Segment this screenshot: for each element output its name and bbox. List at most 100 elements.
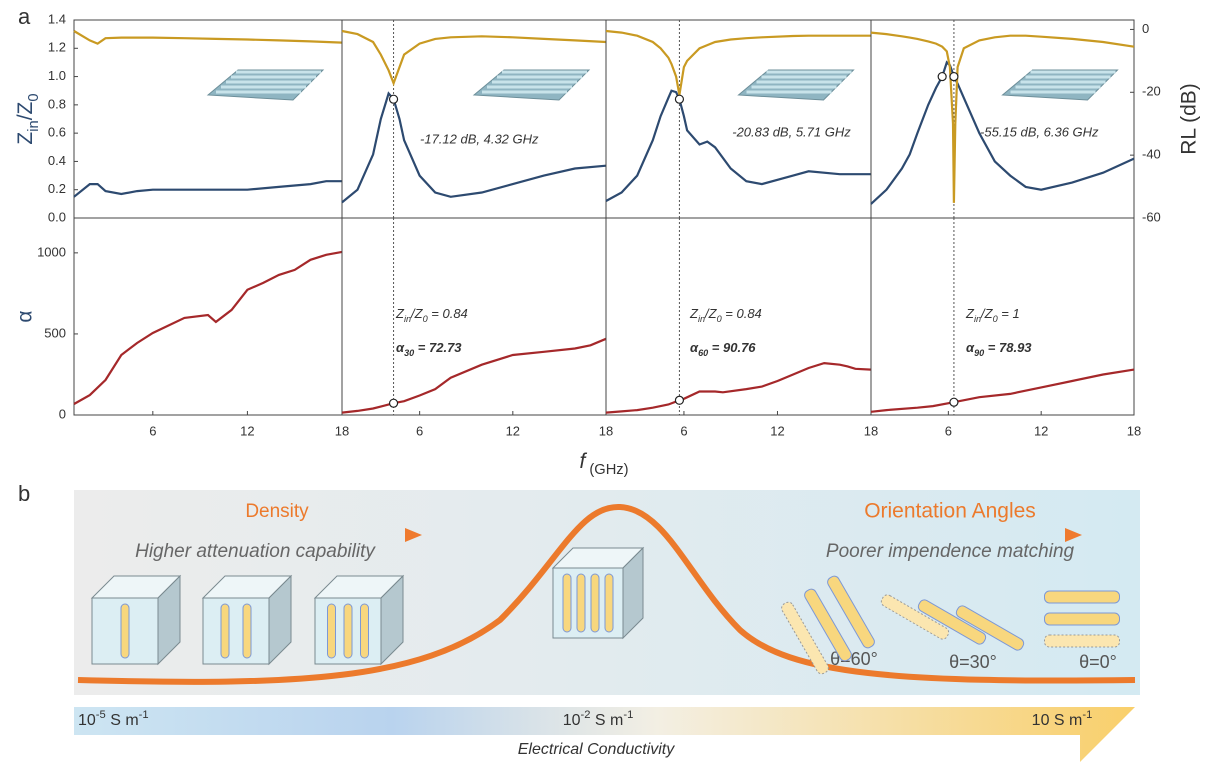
y-tick-label: 1000	[37, 244, 66, 259]
text-part: = 1	[998, 306, 1020, 321]
text-part: /Z	[704, 306, 718, 321]
rod	[576, 573, 586, 633]
rod	[242, 603, 252, 659]
text-part: /Z	[14, 101, 37, 120]
x-tick-label: 6	[945, 423, 952, 438]
diagram-subtitle: Higher attenuation capability	[135, 541, 376, 562]
rod	[327, 603, 336, 659]
scale-title: Electrical Conductivity	[518, 741, 676, 758]
text-part: = 0.84	[428, 306, 468, 321]
annotation: α30 = 72.73	[396, 340, 462, 358]
text-part: f	[579, 450, 587, 473]
y2-tick-label: 0	[1142, 21, 1149, 36]
data-line	[605, 89, 871, 202]
text-part: = 72.73	[414, 340, 462, 355]
text-part: S m	[590, 712, 623, 729]
text-part: /Z	[410, 306, 424, 321]
angle-label: θ=0°	[1079, 652, 1117, 672]
scale-label: 10-5 S m-1	[78, 709, 149, 729]
text-part: /Z	[980, 306, 994, 321]
rod	[781, 601, 829, 675]
panel-frame	[73, 217, 343, 416]
y-tick-label: 0.8	[48, 96, 66, 111]
text-part: in	[698, 314, 705, 324]
y-tick-label: 0	[59, 406, 66, 421]
rod	[590, 573, 600, 633]
annotation: -20.83 dB, 5.71 GHz	[732, 124, 851, 139]
point-marker	[949, 397, 959, 407]
rod	[955, 605, 1025, 651]
y-tick-label: 500	[44, 325, 66, 340]
x-axis-label: f (GHz)	[579, 450, 628, 478]
rod	[827, 575, 875, 649]
rod	[880, 594, 950, 640]
annotation: α90 = 78.93	[966, 340, 1032, 358]
rod	[1044, 612, 1120, 626]
y2-tick-label: -20	[1142, 84, 1161, 99]
x-tick-label: 18	[599, 423, 613, 438]
y2-tick-label: -60	[1142, 209, 1161, 224]
x-tick-label: 6	[416, 423, 423, 438]
text-part: in	[26, 120, 42, 131]
point-marker	[674, 94, 685, 104]
text-part: 90	[974, 348, 984, 358]
rod	[343, 603, 353, 659]
data-line	[73, 250, 343, 405]
scale-label: 10 S m-1	[1032, 709, 1093, 729]
rod	[360, 603, 369, 659]
rod	[562, 573, 572, 633]
y2-tick-label: -40	[1142, 147, 1161, 162]
text-part: Z	[395, 306, 405, 321]
text-part: 0	[423, 314, 428, 324]
text-part: in	[974, 314, 981, 324]
bell-curve	[77, 503, 1136, 685]
annotation: -55.15 dB, 6.36 GHz	[980, 124, 1099, 139]
data-line	[341, 337, 607, 414]
y-axis-label: Zin/Z0	[14, 93, 42, 144]
x-tick-label: 12	[240, 423, 254, 438]
data-line	[73, 180, 342, 198]
rod	[220, 603, 230, 659]
text-part: Z	[14, 132, 37, 145]
point-marker	[388, 94, 399, 104]
text-part: (GHz)	[585, 462, 628, 478]
text-part: 0	[993, 314, 998, 324]
text-part: α	[966, 340, 975, 355]
text-part: α	[690, 340, 699, 355]
data-line	[341, 91, 607, 204]
text-part: 30	[404, 348, 414, 358]
text-part: 60	[698, 348, 708, 358]
y-tick-label: 0.4	[48, 153, 66, 168]
data-line	[605, 29, 871, 96]
annotation: -17.12 dB, 4.32 GHz	[420, 131, 539, 146]
point-marker	[388, 398, 399, 408]
text-part: 0	[26, 93, 42, 101]
x-tick-label: 18	[335, 423, 349, 438]
angle-label: θ=30°	[949, 652, 997, 672]
diagram: Density Higher attenuation capability Or…	[74, 490, 1140, 762]
conductivity-bar	[74, 707, 1135, 762]
panel-frame	[870, 217, 1135, 416]
y-tick-label: 0.0	[48, 209, 66, 224]
x-tick-label: 18	[864, 423, 878, 438]
point-marker	[949, 71, 959, 82]
text-part: 0	[717, 314, 722, 324]
text-part: = 90.76	[708, 340, 756, 355]
diagram-title: Density	[245, 501, 309, 522]
arrow-head	[405, 528, 422, 542]
x-tick-label: 12	[770, 423, 784, 438]
panel-frame	[870, 19, 1135, 219]
panel-frame	[605, 19, 872, 219]
text-part: α	[396, 340, 405, 355]
diagram-title: Orientation Angles	[864, 500, 1036, 523]
text-part: 10 S m	[1032, 712, 1083, 729]
annotation: Zin/Z0 = 0.84	[395, 306, 468, 324]
rod	[1044, 590, 1120, 604]
text-part: Z	[689, 306, 699, 321]
panel-frame	[73, 19, 343, 219]
text-part: Z	[965, 306, 975, 321]
y-tick-label: 1.0	[48, 68, 66, 83]
panel-label: b	[18, 481, 30, 506]
x-tick-label: 6	[149, 423, 156, 438]
